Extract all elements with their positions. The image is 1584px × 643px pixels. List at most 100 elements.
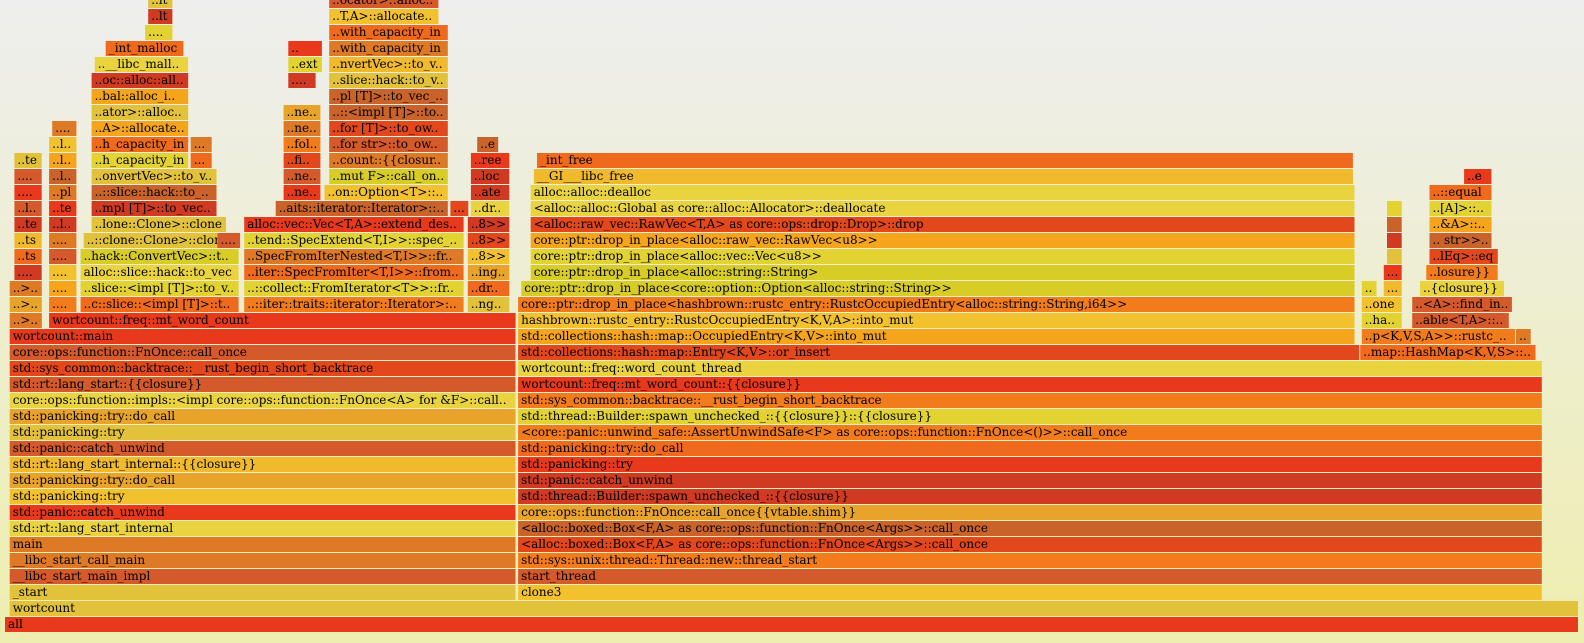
flame-frame[interactable]: wortcountwortcount xyxy=(9,601,1579,616)
flame-frame[interactable]: std::rt::lang_start::{{closure}}std::rt:… xyxy=(9,377,516,392)
frame-rect[interactable] xyxy=(49,249,77,264)
flame-frame[interactable]: __libc_start_call_main__libc_start_call_… xyxy=(9,553,516,568)
frame-rect[interactable] xyxy=(467,217,510,232)
flame-frame[interactable]: ..mpl [T]>::to_vec_in ..mpl [T]>::to_vec.… xyxy=(91,201,217,216)
flame-frame[interactable]: ..ree ..ree xyxy=(470,153,510,168)
flame-frame[interactable]: ..ts..ts xyxy=(14,249,42,264)
frame-rect[interactable] xyxy=(477,137,499,152)
flame-frame[interactable]: std::rt::lang_start_internal::{{closure}… xyxy=(9,457,516,472)
frame-rect[interactable] xyxy=(283,137,321,152)
flame-frame[interactable]: .... xyxy=(288,41,322,56)
flame-frame[interactable]: std::sys::unix::thread::Thread::new::thr… xyxy=(518,553,1542,568)
frame-rect[interactable] xyxy=(9,569,516,584)
flame-frame[interactable]: ..::clone::Clone>::clone ..::clone::Clone… xyxy=(83,233,239,248)
flame-frame[interactable]: ..h... xyxy=(1383,281,1402,296)
frame-rect[interactable] xyxy=(9,297,42,312)
frame-rect[interactable] xyxy=(49,297,77,312)
flame-frame[interactable]: ..onvertVec>::to_vec ..onvertVec>::to_v.. xyxy=(91,169,217,184)
flame-frame[interactable]: ..count::{{closure}} ..count::{{closur.. xyxy=(329,153,448,168)
flame-frame[interactable]: ..8>> ..8>> xyxy=(467,233,510,248)
frame-rect[interactable] xyxy=(518,313,1355,328)
flame-frame[interactable]: ..lt..lt xyxy=(148,9,173,24)
frame-rect[interactable] xyxy=(518,409,1542,424)
frame-rect[interactable] xyxy=(329,89,448,104)
frame-rect[interactable] xyxy=(1516,329,1531,344)
frame-rect[interactable] xyxy=(9,505,516,520)
frame-rect[interactable] xyxy=(91,169,217,184)
flame-frame[interactable]: ..ing]> ..ing.. xyxy=(467,265,510,280)
frame-rect[interactable] xyxy=(9,489,516,504)
frame-rect[interactable] xyxy=(518,297,1355,312)
flame-frame[interactable]: ..te..te xyxy=(14,217,42,232)
flame-frame[interactable]: ..A>::allocate_in ..A>::allocate.. xyxy=(91,121,189,136)
flame-frame[interactable]: ..for str>::to_owned ..for str>::to_ow.. xyxy=(329,137,448,152)
frame-rect[interactable] xyxy=(324,185,448,200)
frame-rect[interactable] xyxy=(518,377,1542,392)
frame-rect[interactable] xyxy=(329,57,448,72)
flame-frame[interactable]: ..loc..l.. xyxy=(49,169,77,184)
flame-frame[interactable]: ..drop ..dr.. xyxy=(467,281,510,296)
flame-frame[interactable]: ..::<impl [T]>::to_vec ..::<impl [T]>::to… xyxy=(329,105,448,120)
frame-rect[interactable] xyxy=(530,217,1355,232)
frame-rect[interactable] xyxy=(283,121,321,136)
frame-rect[interactable] xyxy=(521,281,1355,296)
frame-rect[interactable] xyxy=(91,137,189,152)
flame-frame[interactable]: wortcount::freq::mt_word_count::{{closur… xyxy=(518,377,1542,392)
flame-frame[interactable]: alloc::slice::hack::to_vec alloc::slice::… xyxy=(80,265,239,280)
frame-rect[interactable] xyxy=(244,217,464,232)
flame-frame[interactable]: core::ops::function::impls::<impl core::… xyxy=(9,393,516,408)
frame-rect[interactable] xyxy=(518,441,1542,456)
flame-frame[interactable]: ..hack::ConvertVec>::to_vec ..hack::Conve… xyxy=(80,249,239,264)
flame-frame[interactable]: ..ed.... xyxy=(49,249,77,264)
frame-rect[interactable] xyxy=(533,169,1353,184)
frame-rect[interactable] xyxy=(288,41,322,56)
flame-frame[interactable]: ..g... xyxy=(190,137,212,152)
frame-rect[interactable] xyxy=(145,25,173,40)
flame-frame[interactable]: std::panic::catch_unwindstd::panic::catc… xyxy=(9,505,516,520)
flame-frame[interactable]: std::panic::catch_unwindstd::panic::catc… xyxy=(9,441,516,456)
flame-frame[interactable]: ..ne.... xyxy=(49,281,77,296)
flame-frame[interactable]: ..<A>::find_inner ..<A>::find_in.. xyxy=(1412,297,1512,312)
frame-rect[interactable] xyxy=(14,201,42,216)
frame-rect[interactable] xyxy=(329,41,448,56)
flame-frame[interactable]: ..::collect::FromIterator<T>>::from_iter… xyxy=(244,281,464,296)
flame-frame[interactable]: ..te..te xyxy=(14,153,42,168)
frame-rect[interactable] xyxy=(537,153,1353,168)
frame-rect[interactable] xyxy=(467,265,510,280)
frame-rect[interactable] xyxy=(94,57,189,72)
flame-frame[interactable]: ..ne.... xyxy=(49,265,77,280)
flame-frame[interactable]: ..ch.... xyxy=(288,73,316,88)
flame-frame[interactable]: std::collections::hash::map::OccupiedEnt… xyxy=(518,329,1355,344)
frame-rect[interactable] xyxy=(14,233,42,248)
flame-frame[interactable]: ..__libc_malloc..__libc_mall.. xyxy=(94,57,189,72)
frame-rect[interactable] xyxy=(9,601,1579,616)
flame-frame[interactable]: std::collections::hash::map::Entry<K,V>:… xyxy=(518,345,1360,360)
flame-frame[interactable]: ..>>..>.. xyxy=(9,297,42,312)
frame-rect[interactable] xyxy=(467,297,510,312)
frame-rect[interactable] xyxy=(470,201,510,216)
flame-frame[interactable]: ..lt..lt xyxy=(148,0,173,8)
flame-frame[interactable]: ..with_capacity_in ..with_capacity_in xyxy=(329,25,448,40)
frame-rect[interactable] xyxy=(9,521,516,536)
frame-rect[interactable] xyxy=(467,249,510,264)
flame-frame[interactable]: ..8>> ..8>> xyxy=(467,249,510,264)
frame-rect[interactable] xyxy=(1383,265,1402,280)
frame-rect[interactable] xyxy=(14,265,42,280)
frame-rect[interactable] xyxy=(329,73,448,88)
flame-frame[interactable]: <alloc::boxed::Box<F,A> as core::ops::fu… xyxy=(518,537,1542,552)
frame-rect[interactable] xyxy=(5,617,1578,632)
flame-frame[interactable]: std::thread::Builder::spawn_unchecked_::… xyxy=(518,409,1542,424)
flame-frame[interactable]: core::ptr::drop_in_place<core::option::O… xyxy=(521,281,1355,296)
frame-rect[interactable] xyxy=(450,201,469,216)
frame-rect[interactable] xyxy=(14,153,42,168)
frame-rect[interactable] xyxy=(1383,281,1402,296)
frame-rect[interactable] xyxy=(1360,345,1536,360)
frame-rect[interactable] xyxy=(91,185,217,200)
flame-frame[interactable]: core::ptr::drop_in_place<alloc::vec::Vec… xyxy=(530,249,1355,264)
frame-rect[interactable] xyxy=(470,153,510,168)
flame-frame[interactable]: .... xyxy=(1361,281,1377,296)
flame-frame[interactable]: ..r xyxy=(1387,233,1402,248)
frame-rect[interactable] xyxy=(9,537,516,552)
frame-rect[interactable] xyxy=(1387,217,1402,232)
flame-frame[interactable]: <alloc::alloc::Global as core::alloc::Al… xyxy=(530,201,1355,216)
